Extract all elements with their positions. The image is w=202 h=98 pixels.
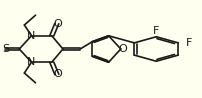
Text: O: O (53, 69, 62, 79)
Text: N: N (26, 31, 35, 41)
Text: F: F (185, 38, 192, 48)
Text: N: N (26, 57, 35, 67)
Text: F: F (152, 26, 159, 36)
Text: O: O (118, 44, 127, 54)
Text: O: O (53, 19, 62, 29)
Text: S: S (2, 44, 10, 54)
